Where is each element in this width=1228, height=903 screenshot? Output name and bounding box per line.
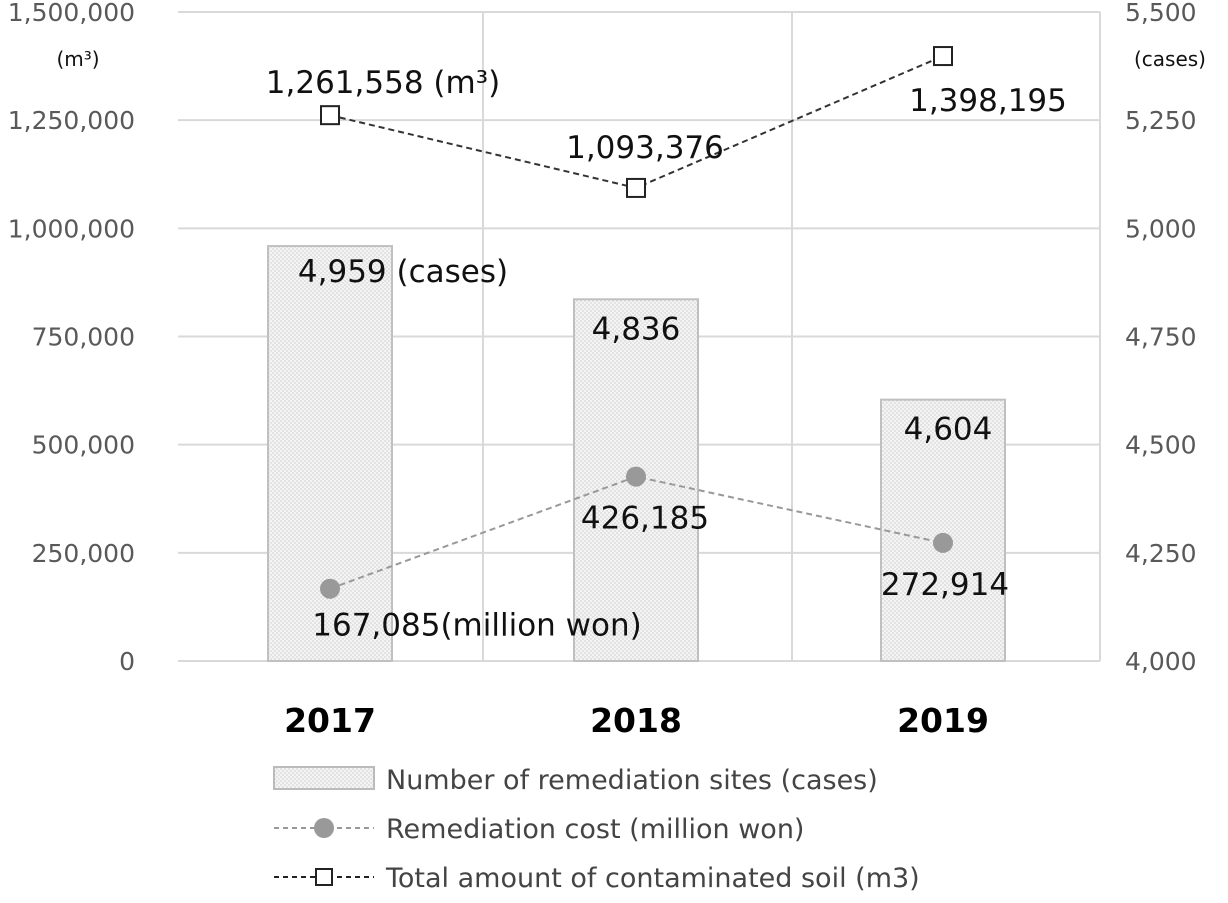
- left-axis-tick: 750,000: [32, 323, 135, 352]
- bar-2017: [267, 245, 393, 662]
- left-axis-tick: 500,000: [32, 431, 135, 460]
- soil-point: [320, 105, 340, 126]
- cost-point: [933, 532, 953, 553]
- left-axis-unit: (m³): [56, 47, 99, 71]
- left-axis-tick: 1,500,000: [8, 0, 135, 27]
- category-label: 2019: [897, 701, 989, 740]
- right-axis-tick: 4,250: [1125, 539, 1197, 568]
- bar-data-label: 4,959 (cases): [298, 254, 508, 290]
- soil-data-label: 1,261,558 (m³): [266, 65, 500, 101]
- left-axis-tick: 0: [119, 647, 135, 676]
- legend-label: Remediation cost (million won): [386, 814, 804, 845]
- bar-data-label: 4,836: [592, 311, 681, 347]
- legend-label: Number of remediation sites (cases): [386, 765, 878, 796]
- bar-2019: [880, 398, 1006, 662]
- right-axis-tick: 5,250: [1125, 106, 1197, 135]
- category-label: 2017: [284, 701, 376, 740]
- right-axis-tick: 4,500: [1125, 431, 1197, 460]
- right-axis-tick: 5,000: [1125, 214, 1197, 243]
- right-axis-tick: 5,500: [1125, 0, 1197, 27]
- soil-point: [626, 177, 646, 198]
- legend-label: Total amount of contaminated soil (m3): [385, 863, 920, 894]
- right-axis-tick: 4,000: [1125, 647, 1197, 676]
- legend-cost-marker: [314, 818, 334, 838]
- cost-point: [320, 578, 340, 599]
- legend-bar-swatch: [273, 766, 375, 790]
- cost-data-label: 272,914: [881, 567, 1009, 603]
- bar-data-label: 4,604: [904, 412, 993, 448]
- right-axis-tick: 4,750: [1125, 323, 1197, 352]
- left-axis-tick: 1,000,000: [8, 214, 135, 243]
- cost-data-label: 426,185: [581, 501, 709, 537]
- cost-point: [626, 466, 646, 487]
- right-axis-unit: (cases): [1134, 47, 1206, 71]
- legend-soil-marker: [315, 868, 333, 886]
- cost-data-label: 167,085(million won): [312, 608, 641, 644]
- left-axis-tick: 1,250,000: [8, 106, 135, 135]
- soil-point: [933, 46, 953, 67]
- left-axis-tick: 250,000: [32, 539, 135, 568]
- category-label: 2018: [590, 701, 682, 740]
- soil-data-label: 1,093,376: [566, 130, 724, 166]
- soil-data-label: 1,398,195: [909, 83, 1067, 119]
